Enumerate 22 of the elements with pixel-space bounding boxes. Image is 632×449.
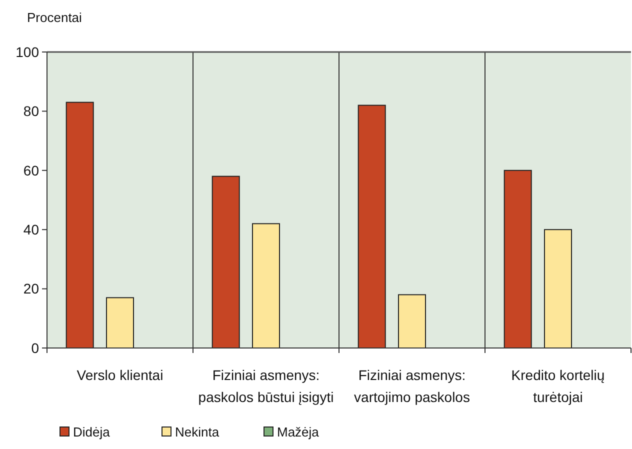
legend-label: Nekinta	[175, 424, 220, 440]
y-tick-label: 20	[23, 280, 40, 297]
bar	[504, 170, 532, 348]
legend-label: Didėja	[73, 424, 111, 440]
bar	[398, 294, 426, 348]
bar	[106, 297, 134, 348]
legend-label: Mažėja	[277, 424, 320, 440]
bar	[66, 102, 94, 348]
y-axis-title: Procentai	[27, 10, 82, 25]
y-tick-label: 80	[23, 103, 40, 120]
y-tick-label: 60	[23, 162, 40, 178]
x-tick-label: Kredito kortelių turėtojai	[511, 367, 605, 405]
x-tick-label: Fiziniai asmenys: vartojimo paskolos	[354, 367, 470, 405]
y-tick-label: 100	[16, 44, 40, 60]
bar	[358, 104, 386, 348]
y-tick-label: 40	[23, 222, 40, 238]
bar	[252, 223, 280, 348]
y-tick-label: 0	[31, 340, 40, 356]
x-tick-label: Verslo klientai	[76, 367, 164, 383]
bar	[212, 176, 240, 348]
x-tick-label: Fiziniai asmenys: paskolos būstui įsigyti	[198, 367, 334, 405]
bar	[544, 229, 572, 348]
